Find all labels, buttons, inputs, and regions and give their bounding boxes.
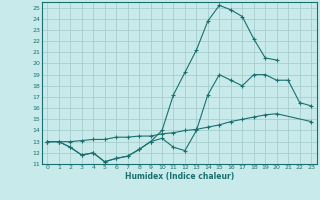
X-axis label: Humidex (Indice chaleur): Humidex (Indice chaleur)	[124, 172, 234, 181]
